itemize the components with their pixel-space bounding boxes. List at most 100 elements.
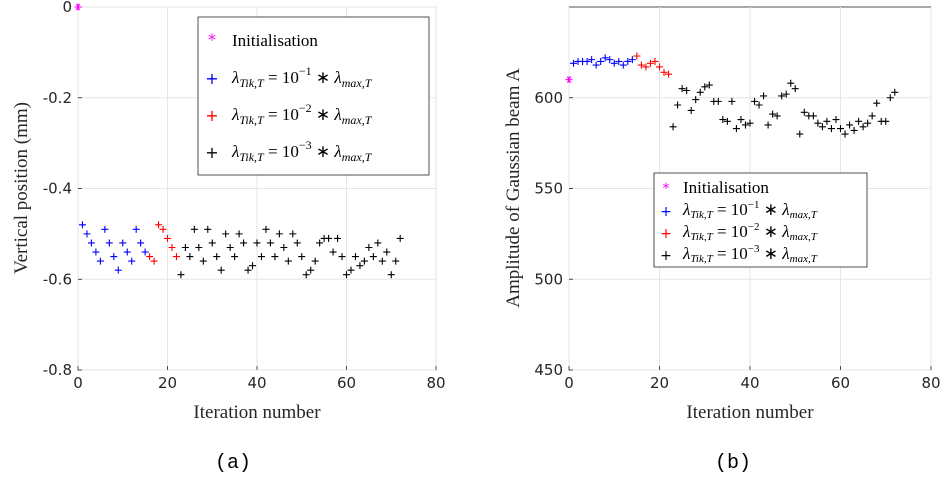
- legend-box-b: [653, 172, 868, 268]
- legend-b-s1-label: λTik,T = 10−1 ∗ λmax,T: [682, 199, 818, 221]
- point-a-s3-33: [325, 234, 333, 242]
- xtick-b-3: 60: [831, 374, 850, 392]
- point-b-s3-5: [692, 96, 700, 104]
- point-a-s0-0: [74, 3, 82, 11]
- point-b-s2-6: [660, 68, 668, 76]
- legend-a: * Initialisation + λTik,T = 10−1 ∗ λmax,…: [197, 16, 430, 176]
- point-a-s3-31: [316, 239, 324, 247]
- point-a-s1-3: [92, 248, 100, 256]
- point-a-s3-6: [204, 225, 212, 233]
- point-b-s3-20: [760, 92, 768, 100]
- point-b-s3-4: [687, 106, 695, 114]
- point-a-s3-12: [231, 253, 239, 261]
- point-b-s3-13: [728, 97, 736, 105]
- point-a-s1-9: [119, 239, 127, 247]
- legend-b-s3-label: λTik,T = 10−3 ∗ λmax,T: [682, 243, 818, 265]
- ytick-b-1: 500: [534, 270, 563, 288]
- point-a-s3-18: [257, 253, 265, 261]
- xtick-b-2: 40: [740, 374, 759, 392]
- point-b-s3-1: [674, 101, 682, 109]
- point-b-s3-48: [886, 94, 894, 102]
- legend-a-s2-marker: +: [205, 106, 218, 125]
- point-a-s3-20: [266, 239, 274, 247]
- xlabel-a: Iteration number: [193, 402, 321, 423]
- point-a-s1-2: [87, 239, 95, 247]
- point-b-s2-2: [642, 63, 650, 71]
- point-a-s3-4: [195, 243, 203, 251]
- point-b-s1-3: [583, 57, 591, 65]
- point-a-s3-13: [235, 230, 243, 238]
- point-b-s3-16: [741, 121, 749, 129]
- point-b-s3-6: [696, 88, 704, 96]
- point-a-s1-6: [105, 239, 113, 247]
- point-b-s1-6: [597, 57, 605, 65]
- point-a-s3-3: [190, 225, 198, 233]
- point-a-s3-41: [360, 257, 368, 265]
- ytick-a-4: -0.8: [43, 361, 72, 379]
- ylabel-b-text: Amplitude of Gaussian beam A: [503, 68, 524, 308]
- point-a-s3-49: [396, 234, 404, 242]
- point-b-s3-41: [855, 117, 863, 125]
- panel-a: 0 20 40 60 80 0 -0.2 -0.4 -0.6 -0.8 Iteration num…: [11, 0, 446, 475]
- point-a-s3-48: [392, 257, 400, 265]
- legend-b-s3-marker: +: [660, 248, 672, 264]
- point-b-s3-11: [719, 116, 727, 124]
- point-a-s3-34: [329, 248, 337, 256]
- point-b-s2-0: [633, 52, 641, 60]
- point-a-s3-5: [199, 257, 207, 265]
- point-a-s3-15: [244, 266, 252, 274]
- legend-a-s1-label: λTik,T = 10−1 ∗ λmax,T: [231, 64, 373, 90]
- point-a-s3-0: [177, 271, 185, 279]
- point-a-s3-37: [343, 271, 350, 279]
- point-b-s3-28: [796, 130, 804, 138]
- caption-b: (b): [715, 452, 751, 475]
- xtick-a-3: 60: [337, 374, 356, 392]
- point-a-s3-45: [378, 257, 386, 265]
- point-a-s3-23: [280, 243, 288, 251]
- ticks-a: 0 20 40 60 80 0 -0.2 -0.4 -0.6 -0.8: [43, 0, 446, 392]
- point-a-s3-40: [356, 262, 364, 270]
- point-a-s3-14: [240, 239, 248, 247]
- point-a-s3-25: [289, 230, 297, 238]
- point-a-s3-16: [249, 262, 257, 270]
- legend-a-s2-label: λTik,T = 10−2 ∗ λmax,T: [231, 101, 373, 127]
- point-a-s3-2: [186, 253, 194, 261]
- point-a-s3-24: [284, 257, 292, 265]
- point-a-s3-43: [369, 253, 377, 261]
- point-b-s3-43: [864, 119, 872, 127]
- point-a-s3-29: [307, 266, 315, 274]
- point-b-s1-9: [610, 59, 618, 67]
- legend-a-s3-marker: +: [205, 143, 218, 162]
- point-a-s3-44: [374, 239, 382, 247]
- xtick-a-1: 20: [158, 374, 177, 392]
- xtick-b-0: 0: [564, 374, 574, 392]
- point-a-s1-14: [141, 248, 149, 256]
- point-b-s3-24: [778, 92, 786, 100]
- point-a-s3-7: [208, 239, 216, 247]
- legend-b-init-label: Initialisation: [683, 178, 769, 197]
- ytick-b-0: 450: [534, 361, 563, 379]
- legend-b-s2-label: λTik,T = 10−2 ∗ λmax,T: [682, 221, 818, 243]
- ylabel-a: Vertical position (mm): [11, 102, 32, 274]
- point-a-s1-13: [137, 239, 145, 247]
- ytick-a-3: -0.6: [43, 270, 72, 288]
- xtick-a-4: 80: [426, 374, 445, 392]
- point-a-s1-5: [101, 225, 109, 233]
- point-b-s3-10: [714, 97, 722, 105]
- point-b-s3-19: [755, 101, 763, 109]
- legend-b-init-marker: *: [663, 181, 670, 197]
- legend-b-s1-marker: +: [660, 204, 672, 220]
- point-a-s1-10: [123, 248, 131, 256]
- point-a-s2-1: [150, 257, 158, 265]
- point-b-s3-18: [751, 97, 759, 105]
- point-a-s2-0: [146, 253, 154, 261]
- xtick-a-0: 0: [73, 374, 83, 392]
- point-b-s3-33: [818, 123, 826, 131]
- point-b-s3-47: [882, 117, 890, 125]
- point-b-s1-12: [624, 57, 632, 65]
- point-a-s3-10: [222, 230, 230, 238]
- point-b-s3-26: [787, 79, 795, 87]
- point-b-s3-37: [837, 125, 844, 133]
- point-b-s3-35: [827, 125, 835, 133]
